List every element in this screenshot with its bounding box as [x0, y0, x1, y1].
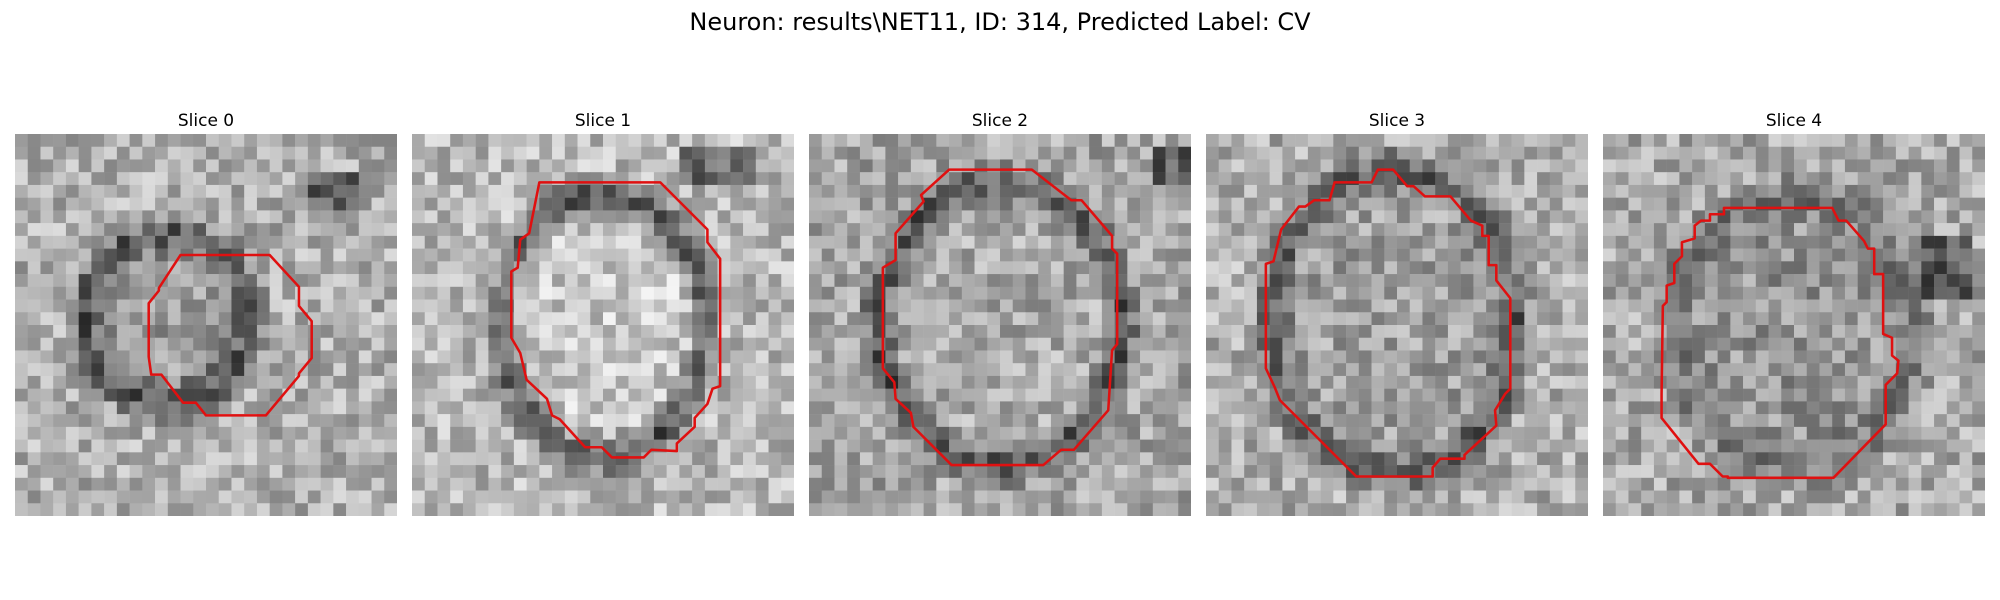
slice-title-4: Slice 4 [1765, 111, 1823, 131]
segmentation-outline-1 [510, 181, 722, 459]
slice-panel-3: Slice 3 [1206, 108, 1588, 516]
segmentation-outline-0 [147, 253, 313, 417]
slice-title-0: Slice 0 [177, 111, 235, 131]
segmentation-outline-4 [1660, 206, 1900, 480]
slice-image-1 [412, 134, 794, 516]
slice-panel-1: Slice 1 [412, 108, 794, 516]
slice-title-1: Slice 1 [574, 111, 632, 131]
slice-panel-2: Slice 2 [809, 108, 1191, 516]
slice-image-4 [1603, 134, 1985, 516]
segmentation-outline-3 [1264, 168, 1512, 478]
slice-panel-4: Slice 4 [1603, 108, 1985, 516]
slice-image-2 [809, 134, 1191, 516]
slice-title-2: Slice 2 [971, 111, 1029, 131]
slice-panel-0: Slice 0 [15, 108, 397, 516]
segmentation-outline-2 [881, 168, 1119, 467]
slice-title-3: Slice 3 [1368, 111, 1426, 131]
slice-image-3 [1206, 134, 1588, 516]
slice-image-0 [15, 134, 397, 516]
figure-title: Neuron: results\NET11, ID: 314, Predicte… [689, 8, 1311, 36]
